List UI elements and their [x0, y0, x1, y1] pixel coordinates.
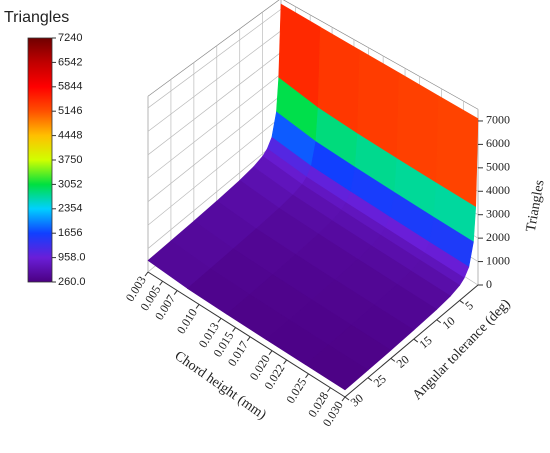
y-tick [436, 319, 442, 324]
box-edge [147, 0, 280, 97]
grid-line [147, 30, 282, 132]
colorbar-tick-label: 4448 [58, 130, 82, 142]
z-tick-label: 1000 [486, 253, 510, 267]
y-tick-label: 10 [439, 314, 457, 332]
grid-line [147, 138, 282, 249]
grid-line [147, 116, 282, 226]
surface-cell [305, 344, 369, 391]
colorbar-tick-label: 5844 [58, 81, 82, 93]
x-tick [268, 350, 273, 356]
floor-edge [344, 284, 479, 398]
floor-edge [147, 271, 346, 398]
x-tick [246, 336, 251, 342]
x-tick [232, 327, 236, 332]
colorbar [27, 37, 53, 283]
colorbar-tick-label: 2354 [58, 203, 82, 215]
y-tick-label: 30 [348, 391, 366, 409]
z-tick-label: 6000 [486, 136, 510, 150]
grid-line [147, 52, 282, 156]
z-tick-label: 5000 [486, 160, 510, 174]
z-axis-title: Triangles [524, 179, 548, 233]
x-tick-label: 0.010 [174, 306, 200, 336]
y-tick-label: 25 [371, 372, 389, 390]
colorbar-tick-label: 260.0 [58, 276, 86, 288]
x-axis-title: Chord height (mm) [172, 349, 269, 423]
y-tick [390, 357, 396, 362]
x-tick-label: 0.025 [283, 375, 309, 405]
x-tick [283, 359, 288, 365]
x-tick [341, 396, 346, 402]
x-tick [144, 271, 149, 277]
z-tick-label: 7000 [486, 113, 510, 127]
x-tick [195, 304, 200, 309]
y-tick [459, 300, 464, 304]
colorbar-tick-label: 6542 [58, 56, 82, 68]
y-tick-label: 15 [416, 333, 434, 351]
z-tick-label: 3000 [486, 206, 510, 220]
y-tick [344, 396, 350, 401]
z-tick-label: 4000 [486, 183, 510, 197]
colorbar-tick-label: 3052 [58, 178, 82, 190]
grid-line [147, 8, 282, 109]
x-tick [327, 387, 331, 393]
x-tick [217, 317, 222, 323]
colorbar-tick-label: 5146 [58, 105, 82, 117]
x-tick [159, 280, 163, 286]
x-tick [173, 290, 178, 295]
z-tick-label: 0 [486, 277, 492, 291]
box-edge [282, 0, 479, 110]
y-tick-label: 20 [394, 352, 412, 370]
y-tick [367, 377, 373, 382]
z-tick-label: 2000 [486, 230, 510, 244]
colorbar-title: Triangles [4, 9, 69, 26]
y-tick-label: 5 [462, 298, 476, 313]
grid-line [147, 95, 282, 202]
grid-line [147, 73, 282, 179]
colorbar-tick-label: 1656 [58, 227, 82, 239]
x-tick [305, 373, 309, 379]
colorbar-tick-label: 958.0 [58, 252, 86, 264]
colorbar-tick-label: 3750 [58, 154, 82, 166]
colorbar-tick-label: 7240 [58, 32, 82, 44]
y-tick [413, 338, 419, 343]
